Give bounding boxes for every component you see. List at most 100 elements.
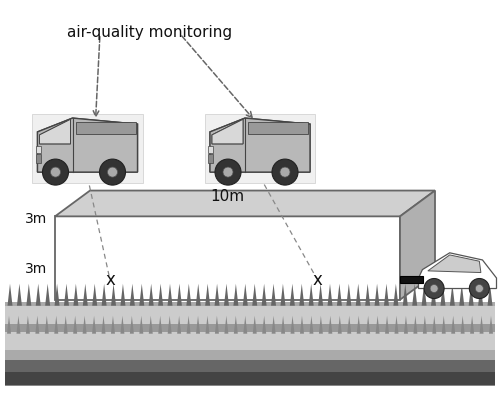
Bar xyxy=(36,154,41,163)
Polygon shape xyxy=(224,316,228,334)
Polygon shape xyxy=(460,316,464,334)
Polygon shape xyxy=(422,284,426,306)
Polygon shape xyxy=(337,284,342,306)
Polygon shape xyxy=(40,119,70,144)
Polygon shape xyxy=(215,316,219,334)
Polygon shape xyxy=(356,316,360,334)
Polygon shape xyxy=(404,316,408,334)
Bar xyxy=(208,154,213,163)
Polygon shape xyxy=(186,284,192,306)
Bar xyxy=(208,146,213,153)
Bar xyxy=(5,372,495,386)
Polygon shape xyxy=(177,284,182,306)
Polygon shape xyxy=(488,284,492,306)
Polygon shape xyxy=(45,316,49,334)
Text: 3m: 3m xyxy=(25,212,47,226)
Polygon shape xyxy=(83,284,88,306)
Polygon shape xyxy=(328,316,332,334)
Polygon shape xyxy=(423,316,427,334)
Polygon shape xyxy=(196,316,200,334)
Polygon shape xyxy=(17,284,22,306)
Circle shape xyxy=(223,167,233,177)
Polygon shape xyxy=(234,316,238,334)
Polygon shape xyxy=(480,316,484,334)
Polygon shape xyxy=(212,119,243,144)
Polygon shape xyxy=(300,316,304,334)
Polygon shape xyxy=(442,316,446,334)
Polygon shape xyxy=(168,284,172,306)
Polygon shape xyxy=(384,284,389,306)
Polygon shape xyxy=(365,284,370,306)
Polygon shape xyxy=(281,316,285,334)
Polygon shape xyxy=(140,316,143,334)
Bar xyxy=(5,331,495,350)
Polygon shape xyxy=(55,191,435,216)
Polygon shape xyxy=(414,316,418,334)
Polygon shape xyxy=(394,284,398,306)
Polygon shape xyxy=(111,316,115,334)
Polygon shape xyxy=(168,316,172,334)
Bar xyxy=(76,122,136,134)
Polygon shape xyxy=(224,284,229,306)
Bar xyxy=(5,306,495,324)
Polygon shape xyxy=(92,284,97,306)
Polygon shape xyxy=(366,316,370,334)
Polygon shape xyxy=(460,284,464,306)
Polygon shape xyxy=(111,284,116,306)
Polygon shape xyxy=(356,284,360,306)
Polygon shape xyxy=(280,284,285,306)
Polygon shape xyxy=(130,316,134,334)
Polygon shape xyxy=(318,284,323,306)
Polygon shape xyxy=(346,284,352,306)
Polygon shape xyxy=(308,284,314,306)
Circle shape xyxy=(100,159,126,185)
Polygon shape xyxy=(26,284,32,306)
Polygon shape xyxy=(140,284,144,306)
Polygon shape xyxy=(262,284,266,306)
Bar xyxy=(36,146,41,153)
Polygon shape xyxy=(403,284,408,306)
Text: 10m: 10m xyxy=(210,189,244,204)
Polygon shape xyxy=(26,316,30,334)
Polygon shape xyxy=(385,316,389,334)
Polygon shape xyxy=(440,284,446,306)
Polygon shape xyxy=(177,316,181,334)
Polygon shape xyxy=(338,316,342,334)
Bar xyxy=(5,302,495,306)
Circle shape xyxy=(476,285,484,293)
Bar xyxy=(248,122,308,134)
Polygon shape xyxy=(102,316,105,334)
Polygon shape xyxy=(54,316,58,334)
Polygon shape xyxy=(148,284,154,306)
Polygon shape xyxy=(8,284,12,306)
Polygon shape xyxy=(186,316,190,334)
Polygon shape xyxy=(271,284,276,306)
Circle shape xyxy=(430,285,438,293)
Polygon shape xyxy=(82,316,86,334)
Polygon shape xyxy=(205,284,210,306)
Polygon shape xyxy=(310,316,314,334)
Polygon shape xyxy=(319,316,323,334)
Polygon shape xyxy=(120,284,126,306)
Polygon shape xyxy=(74,284,78,306)
Polygon shape xyxy=(92,316,96,334)
Polygon shape xyxy=(394,316,398,334)
Polygon shape xyxy=(64,284,69,306)
Text: air-quality monitoring: air-quality monitoring xyxy=(68,25,232,40)
Polygon shape xyxy=(38,118,138,172)
Polygon shape xyxy=(431,284,436,306)
Polygon shape xyxy=(376,316,380,334)
Polygon shape xyxy=(149,316,153,334)
Polygon shape xyxy=(214,284,220,306)
Polygon shape xyxy=(55,216,400,300)
Polygon shape xyxy=(158,316,162,334)
Polygon shape xyxy=(489,316,493,334)
Polygon shape xyxy=(468,284,473,306)
Bar xyxy=(400,276,422,283)
Circle shape xyxy=(50,167,60,177)
Polygon shape xyxy=(130,284,135,306)
Bar xyxy=(5,360,495,372)
Polygon shape xyxy=(374,284,380,306)
Bar xyxy=(5,350,495,360)
Polygon shape xyxy=(328,284,332,306)
